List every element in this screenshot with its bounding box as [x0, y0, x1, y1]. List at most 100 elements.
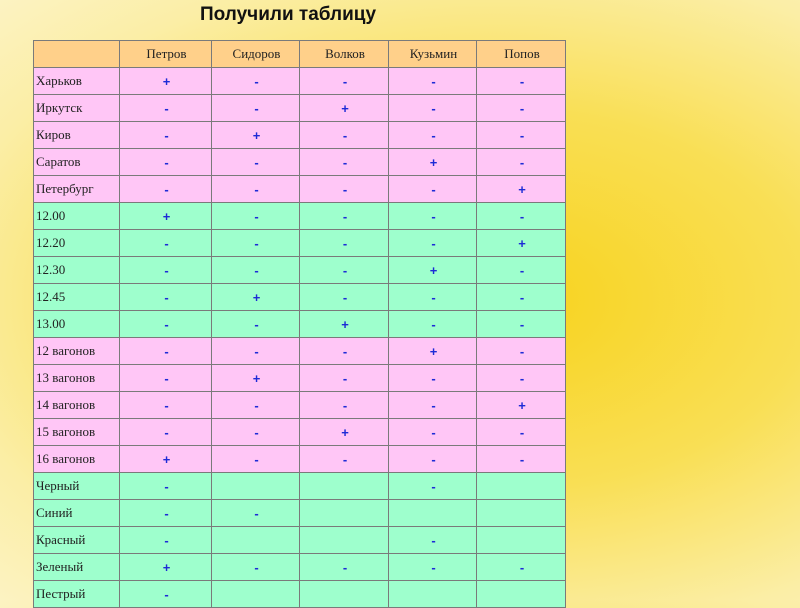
table-cell: -	[388, 391, 477, 419]
table-cell: -	[211, 418, 300, 446]
table-cell: +	[211, 121, 300, 149]
table-row: 16 вагонов + - - - -	[33, 445, 566, 473]
row-label: Харьков	[33, 67, 120, 95]
table-row: Петербург - - - - +	[33, 175, 566, 203]
table-row: 12 вагонов - - - + -	[33, 337, 566, 365]
table-cell	[299, 580, 389, 608]
table-cell	[476, 499, 566, 527]
table-cell: -	[476, 94, 566, 122]
table-cell: -	[388, 445, 477, 473]
table-row: 15 вагонов - - + - -	[33, 418, 566, 446]
table-cell: +	[119, 67, 212, 95]
table-row: Харьков + - - - -	[33, 67, 566, 95]
table-cell	[299, 472, 389, 500]
table-cell: -	[211, 310, 300, 338]
table-cell	[476, 526, 566, 554]
table-row: 12.00 + - - - -	[33, 202, 566, 230]
header-row: Петров Сидоров Волков Кузьмин Попов	[33, 40, 566, 68]
table-cell: +	[211, 283, 300, 311]
table-cell: -	[119, 94, 212, 122]
table-row: 14 вагонов - - - - +	[33, 391, 566, 419]
table-cell: -	[299, 175, 389, 203]
table-cell: -	[476, 337, 566, 365]
table-row: Саратов - - - + -	[33, 148, 566, 176]
table-cell: -	[211, 67, 300, 95]
table-cell: -	[211, 337, 300, 365]
table-row: 12.30- - - + -	[33, 256, 566, 284]
table-row: Киров - + - - -	[33, 121, 566, 149]
table-cell: +	[476, 391, 566, 419]
table-cell: -	[119, 391, 212, 419]
table-cell: -	[476, 283, 566, 311]
table-cell: -	[119, 310, 212, 338]
table-cell: -	[119, 283, 212, 311]
row-label: 13.00	[33, 310, 120, 338]
table-cell: -	[119, 499, 212, 527]
row-label: 16 вагонов	[33, 445, 120, 473]
row-label: Черный	[33, 472, 120, 500]
column-header: Петров	[119, 40, 212, 68]
table-cell	[388, 499, 477, 527]
table-cell: -	[211, 553, 300, 581]
table-cell: -	[119, 364, 212, 392]
table-cell: +	[119, 202, 212, 230]
table-cell: -	[211, 229, 300, 257]
table-cell: -	[211, 499, 300, 527]
table-cell: +	[476, 229, 566, 257]
table-cell: -	[388, 67, 477, 95]
table-cell: -	[476, 202, 566, 230]
table-cell: -	[299, 364, 389, 392]
column-header: Попов	[476, 40, 566, 68]
table-row: Зеленый + - - - -	[33, 553, 566, 581]
table-cell: -	[476, 310, 566, 338]
table-cell	[388, 580, 477, 608]
table-cell	[299, 526, 389, 554]
row-label: Петербург	[33, 175, 120, 203]
table-cell: -	[388, 283, 477, 311]
table-cell: -	[388, 175, 477, 203]
row-label: Пестрый	[33, 580, 120, 608]
table-cell: -	[119, 580, 212, 608]
table-cell: -	[299, 67, 389, 95]
row-label: 14 вагонов	[33, 391, 120, 419]
table-cell: -	[476, 256, 566, 284]
table-cell: -	[476, 148, 566, 176]
table-cell: -	[299, 391, 389, 419]
table-cell: -	[211, 391, 300, 419]
table-cell: -	[211, 202, 300, 230]
table-cell: -	[388, 229, 477, 257]
table-cell	[299, 499, 389, 527]
table-cell	[476, 580, 566, 608]
table-cell: -	[119, 472, 212, 500]
table-row: 12.45- + - - -	[33, 283, 566, 311]
table-cell: -	[476, 364, 566, 392]
table-row: Иркутск - - + - -	[33, 94, 566, 122]
row-label: 13 вагонов	[33, 364, 120, 392]
table-cell: -	[211, 256, 300, 284]
table-cell: -	[388, 418, 477, 446]
table-cell: +	[388, 337, 477, 365]
table-cell: -	[211, 148, 300, 176]
table-row: Черный - -	[33, 472, 566, 500]
table-cell: -	[211, 94, 300, 122]
table-cell: -	[299, 553, 389, 581]
header-corner	[33, 40, 120, 68]
row-label: Зеленый	[33, 553, 120, 581]
table-row: Синий - -	[33, 499, 566, 527]
table-cell: -	[299, 229, 389, 257]
row-label: Саратов	[33, 148, 120, 176]
row-label: 12 вагонов	[33, 337, 120, 365]
table-row: Красный - -	[33, 526, 566, 554]
row-label: Иркутск	[33, 94, 120, 122]
column-header: Волков	[299, 40, 389, 68]
table-cell: -	[119, 121, 212, 149]
table-row: Пестрый -	[33, 580, 566, 608]
table-cell: +	[299, 418, 389, 446]
table-cell	[211, 472, 300, 500]
table-cell: +	[476, 175, 566, 203]
table-cell: -	[211, 175, 300, 203]
table-cell: -	[476, 418, 566, 446]
results-table: Петров Сидоров Волков Кузьмин Попов Харь…	[33, 40, 566, 608]
table-cell: +	[388, 148, 477, 176]
column-header: Сидоров	[211, 40, 300, 68]
